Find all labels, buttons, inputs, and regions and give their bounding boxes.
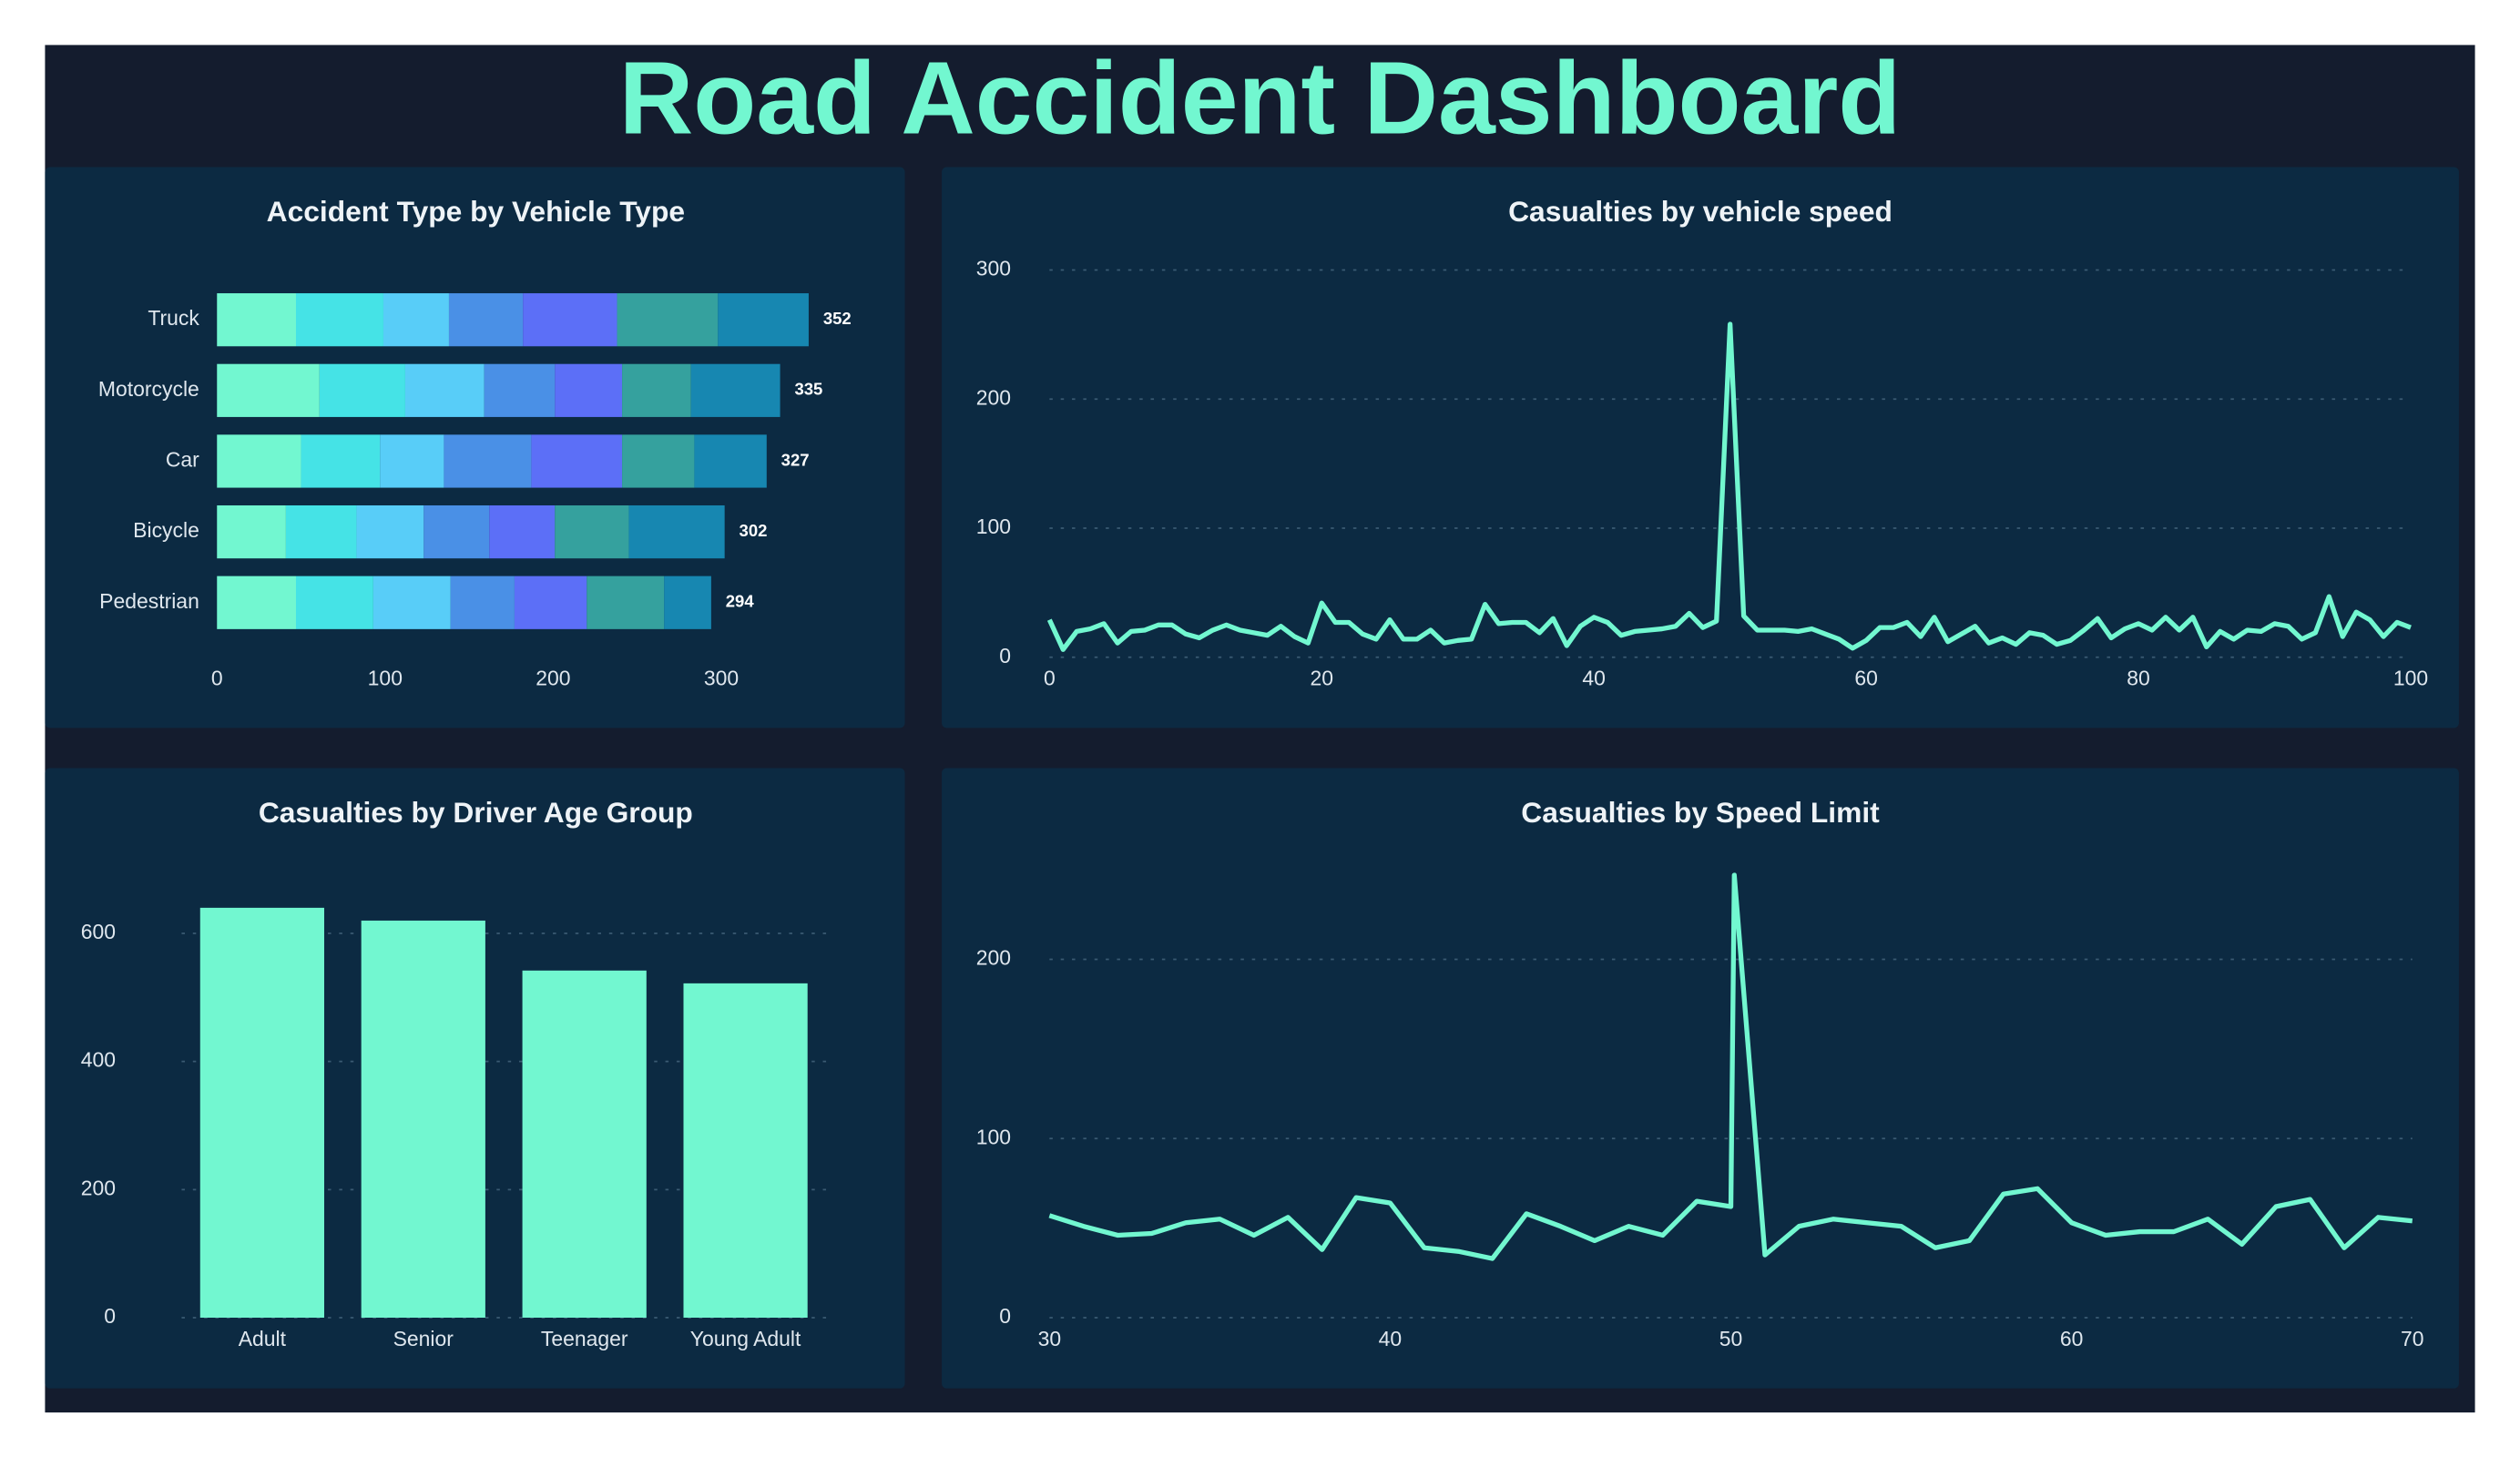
bar-segment xyxy=(664,576,711,629)
x-tick-label: 0 xyxy=(1044,667,1056,690)
bar-segment xyxy=(372,576,451,629)
panel-title: Casualties by vehicle speed xyxy=(1508,195,1893,228)
bar-segment xyxy=(694,434,767,488)
y-tick-label: 200 xyxy=(976,385,1011,409)
dashboard-title: Road Accident Dashboard xyxy=(619,40,1902,155)
bar-segment xyxy=(423,504,490,559)
bar-segment xyxy=(622,363,691,417)
bar-segment xyxy=(555,363,623,417)
bar-segment xyxy=(217,293,296,347)
panel-title: Accident Type by Vehicle Type xyxy=(267,195,685,228)
x-tick-label: Teenager xyxy=(541,1327,628,1350)
total-label: 294 xyxy=(726,592,755,611)
bar-segment xyxy=(628,504,725,559)
x-tick-label: Adult xyxy=(239,1327,287,1350)
x-tick-label: 0 xyxy=(211,667,223,690)
x-tick-label: 40 xyxy=(1379,1327,1403,1350)
bar xyxy=(522,970,647,1319)
y-tick-label: 0 xyxy=(999,644,1011,667)
total-label: 302 xyxy=(740,521,768,540)
x-tick-label: 50 xyxy=(1719,1327,1743,1350)
x-tick-label: 300 xyxy=(704,667,739,690)
line xyxy=(1046,321,2412,652)
bar-segment xyxy=(484,363,556,417)
bar-segment xyxy=(356,504,424,559)
y-tick-label: Bicycle xyxy=(133,518,199,542)
bar-segment xyxy=(217,576,296,629)
panel xyxy=(942,768,2459,1389)
x-tick-label: 60 xyxy=(1854,667,1878,690)
bar-segment xyxy=(380,434,444,488)
line xyxy=(1048,872,2413,1261)
y-tick-label: 400 xyxy=(81,1048,116,1072)
panel-title: Casualties by Driver Age Group xyxy=(259,796,693,829)
bar-segment xyxy=(450,576,515,629)
bar-segment xyxy=(217,504,286,559)
y-tick-label: 200 xyxy=(976,946,1011,970)
bar-segment xyxy=(555,504,629,559)
bar-segment xyxy=(295,293,383,347)
panel-title: Casualties by Speed Limit xyxy=(1521,796,1880,829)
y-tick-label: 0 xyxy=(104,1304,116,1328)
x-tick-label: 100 xyxy=(368,667,403,690)
bar-segment xyxy=(531,434,623,488)
x-tick-label: 30 xyxy=(1038,1327,1062,1350)
bar-segment xyxy=(617,293,719,347)
bar-segment xyxy=(587,576,665,629)
bar-segment xyxy=(301,434,381,488)
panel xyxy=(942,167,2459,728)
bar-segment xyxy=(448,293,524,347)
y-tick-label: 100 xyxy=(976,1125,1011,1148)
bar-segment xyxy=(319,363,405,417)
x-tick-label: 100 xyxy=(2393,667,2428,690)
bar xyxy=(199,907,324,1319)
bar-segment xyxy=(217,434,301,488)
y-tick-label: 0 xyxy=(999,1304,1011,1328)
bar-segment xyxy=(285,504,357,559)
x-tick-label: 80 xyxy=(2127,667,2150,690)
bar xyxy=(361,920,485,1319)
bar-segment xyxy=(383,293,449,347)
bar-segment xyxy=(217,363,320,417)
bar-segment xyxy=(523,293,617,347)
x-tick-label: Senior xyxy=(393,1327,454,1350)
y-tick-label: Truck xyxy=(148,306,199,330)
x-tick-label: 60 xyxy=(2060,1327,2084,1350)
bar-segment xyxy=(718,293,809,347)
total-label: 352 xyxy=(823,309,852,328)
y-tick-label: 600 xyxy=(81,920,116,943)
total-label: 327 xyxy=(781,450,810,469)
bar-segment xyxy=(489,504,556,559)
y-tick-label: 200 xyxy=(81,1176,116,1199)
x-tick-label: Young Adult xyxy=(690,1327,801,1350)
bar-segment xyxy=(690,363,780,417)
total-label: 335 xyxy=(794,380,822,399)
y-tick-label: 100 xyxy=(976,515,1011,538)
y-tick-label: 300 xyxy=(976,257,1011,280)
x-tick-label: 70 xyxy=(2401,1327,2424,1350)
bar-segment xyxy=(444,434,532,488)
bar-segment xyxy=(514,576,587,629)
bar-segment xyxy=(295,576,373,629)
bar-segment xyxy=(622,434,695,488)
x-tick-label: 40 xyxy=(1582,667,1606,690)
bar xyxy=(683,983,808,1319)
bar-segment xyxy=(404,363,485,417)
y-tick-label: Motorcycle xyxy=(98,377,199,401)
y-tick-label: Pedestrian xyxy=(99,589,199,613)
x-tick-label: 200 xyxy=(536,667,570,690)
y-tick-label: Car xyxy=(166,448,199,472)
x-tick-label: 20 xyxy=(1311,667,1334,690)
